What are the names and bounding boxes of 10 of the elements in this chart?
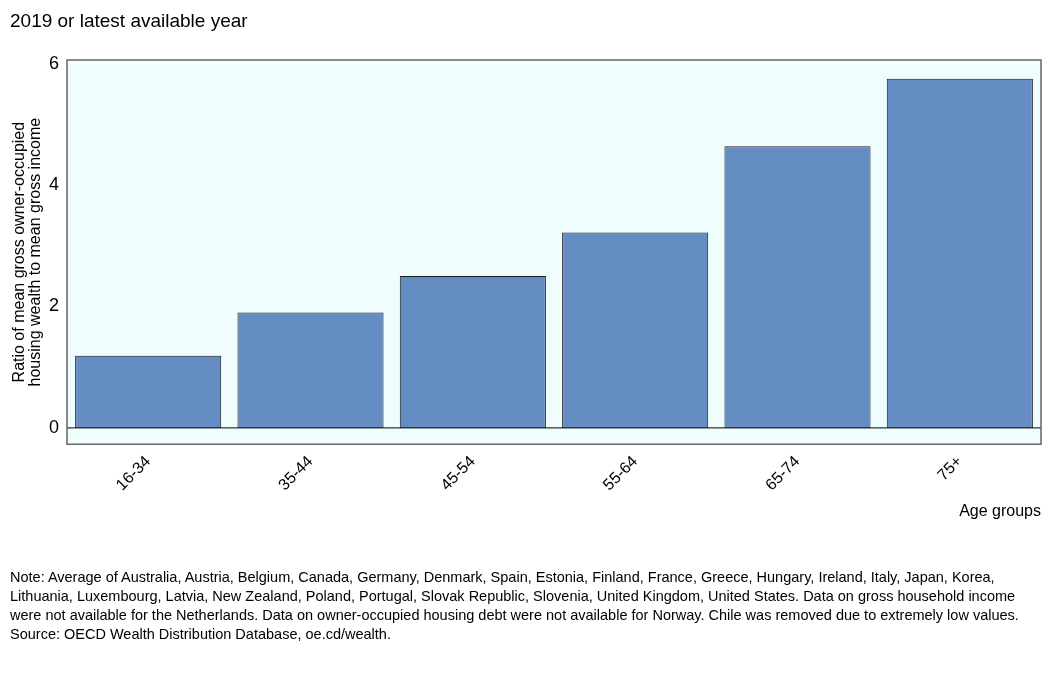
y-axis-title: Ratio of mean gross owner-occupied housing wealth to mean gross income xyxy=(10,117,44,387)
y-tick-label: 0 xyxy=(49,416,60,437)
y-tick-label: 4 xyxy=(49,174,60,195)
y-tick-label: 2 xyxy=(49,295,60,316)
source-note: Source: OECD Wealth Distribution Database, oe.cd/wealth. xyxy=(10,625,392,644)
y-tick-label: 6 xyxy=(49,52,60,73)
chart-title: 2019 or latest available year xyxy=(10,10,248,32)
text: Note: Average of Australia, Austria, Belgium, Canada, Germany, Denmark, Spain, Estonia, Finland, France, Greece, Hungary, Ireland, Italy, Japan, Korea, Lithuania, Luxembourg, Latvia, New Zealand, Poland, Portugal, Slovak Republic, Slovenia, United Kingdom, United States. Data on gross household income were not available for the Netherlands. Data on owner-occupied housing debt were not available for Norway. Chile was removed due to extremely low values. xyxy=(10,568,1020,625)
x-tick-label: 75+ xyxy=(933,452,966,484)
x-axis-title: Age groups xyxy=(959,501,1041,519)
